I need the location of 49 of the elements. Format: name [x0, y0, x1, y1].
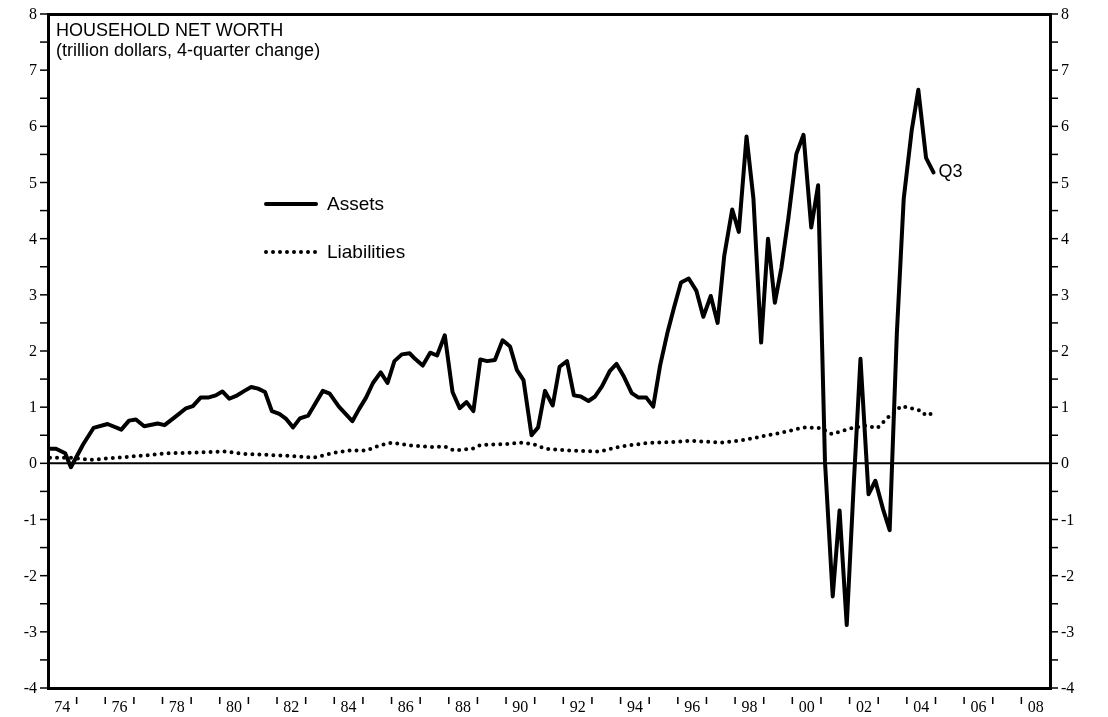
y2-tick-label: 8 [1061, 5, 1069, 22]
x-tick-label: 86 [397, 698, 414, 715]
y2-tick-label: -3 [1061, 622, 1075, 640]
y-tick-label: 1 [29, 398, 37, 416]
chart-title: HOUSEHOLD NET WORTH [56, 20, 285, 40]
y2-tick-label: -1 [1061, 510, 1075, 528]
y2-tick-label: 3 [1061, 285, 1069, 303]
y-tick-label: -3 [23, 622, 37, 640]
x-tick-label: 84 [340, 698, 357, 715]
y-tick-label: 6 [29, 117, 37, 135]
x-tick-label: 78 [168, 698, 185, 715]
x-tick-label: 04 [913, 698, 930, 715]
y-tick-label: -4 [23, 679, 37, 696]
x-tick-label: 90 [512, 698, 529, 715]
y2-tick-label: 7 [1061, 61, 1069, 79]
x-tick-label: 80 [226, 698, 243, 715]
x-tick-label: 88 [455, 698, 472, 715]
y2-tick-label: -2 [1061, 566, 1075, 584]
y-tick-label: -2 [23, 566, 37, 584]
y-tick-label: 4 [29, 229, 37, 247]
y-tick-label: 7 [29, 61, 37, 79]
legend-label: Assets [327, 193, 385, 215]
y2-tick-label: 0 [1061, 454, 1069, 472]
y2-tick-label: 4 [1061, 229, 1069, 247]
x-tick-label: 06 [970, 698, 987, 715]
y-tick-label: 3 [29, 285, 37, 303]
text: (trillion dollars, 4-quarter change) [56, 40, 321, 60]
legend-label: Liabilities [327, 241, 406, 263]
y-tick-label: 5 [29, 173, 37, 191]
y2-tick-label: -4 [1061, 679, 1075, 696]
y-tick-label: 0 [29, 454, 37, 472]
x-tick-label: 92 [569, 698, 586, 715]
y2-tick-label: 1 [1061, 398, 1069, 416]
annotation: Q3 [938, 161, 963, 182]
y2-tick-label: 2 [1061, 342, 1069, 359]
x-tick-label: 98 [741, 698, 758, 715]
x-tick-label: 74 [54, 698, 71, 715]
y-tick-label: 8 [29, 5, 37, 22]
y-tick-label: 2 [29, 342, 37, 359]
x-tick-label: 96 [684, 698, 701, 715]
y2-tick-label: 5 [1061, 173, 1069, 191]
x-tick-label: 94 [626, 698, 643, 715]
x-tick-label: 08 [1027, 698, 1044, 715]
x-tick-label: 02 [855, 698, 872, 715]
y2-tick-label: 6 [1061, 117, 1069, 135]
x-tick-label: 00 [798, 698, 815, 715]
x-tick-label: 82 [283, 698, 300, 715]
y-tick-label: -1 [23, 510, 37, 528]
x-tick-label: 76 [111, 698, 128, 715]
